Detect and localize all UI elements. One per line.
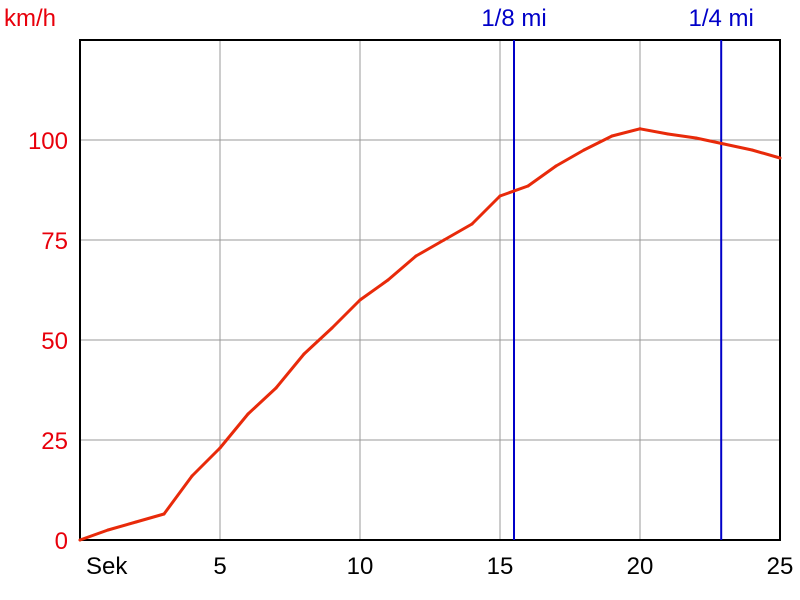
x-tick-label: 20 — [627, 553, 654, 580]
data-point — [694, 136, 698, 140]
x-tick-label: 10 — [347, 553, 374, 580]
data-point — [470, 222, 474, 226]
speed-series-line — [78, 127, 782, 542]
plot-frame — [79, 39, 781, 541]
y-tick-labels: 0 25 50 75 100 — [28, 128, 68, 555]
data-point — [442, 238, 446, 242]
data-point — [498, 194, 502, 198]
x-tick-label: 25 — [767, 553, 794, 580]
x-tick-labels: 5 10 15 20 25 — [213, 553, 793, 580]
y-tick-label: 0 — [55, 528, 68, 555]
data-point — [302, 352, 306, 356]
data-point — [330, 326, 334, 330]
data-point — [750, 148, 754, 152]
data-point — [722, 142, 726, 146]
data-point — [246, 412, 250, 416]
x-tick-label: 15 — [487, 553, 514, 580]
data-point — [190, 474, 194, 478]
y-tick-label: 100 — [28, 128, 68, 155]
x-unit-label: Sek — [86, 553, 128, 580]
grid-lines — [80, 40, 780, 540]
data-point — [554, 164, 558, 168]
data-point — [414, 254, 418, 258]
y-tick-label: 25 — [41, 428, 68, 455]
data-point — [638, 127, 642, 131]
data-point — [78, 538, 82, 542]
y-unit-label: km/h — [4, 5, 56, 32]
data-point — [610, 134, 614, 138]
distance-marker-label: 1/4 mi — [689, 5, 754, 32]
series-layer — [78, 127, 782, 542]
y-tick-label: 50 — [41, 328, 68, 355]
data-point — [386, 278, 390, 282]
y-tick-label: 75 — [41, 228, 68, 255]
data-point — [358, 298, 362, 302]
data-point — [218, 446, 222, 450]
x-tick-label: 5 — [213, 553, 226, 580]
data-point — [778, 156, 782, 160]
data-point — [162, 512, 166, 516]
distance-markers: 1/8 mi 1/4 mi — [481, 5, 754, 540]
data-point — [526, 184, 530, 188]
data-point — [106, 528, 110, 532]
data-point — [582, 148, 586, 152]
distance-marker-label: 1/8 mi — [481, 5, 546, 32]
data-point — [134, 520, 138, 524]
data-point — [274, 386, 278, 390]
data-point — [666, 132, 670, 136]
